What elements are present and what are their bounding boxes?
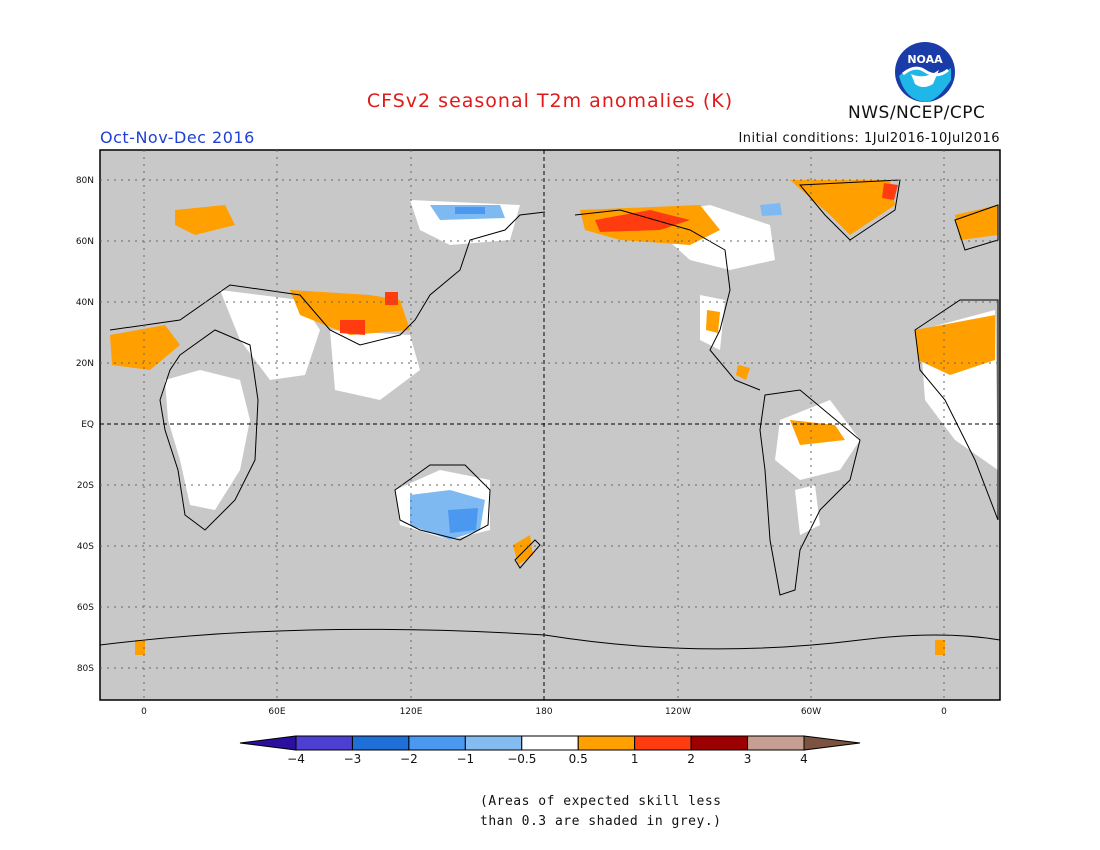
colorbar-cell — [747, 735, 805, 751]
lat-label: 60N — [76, 237, 94, 247]
colorbar-cell — [634, 735, 692, 751]
colorbar-cell — [295, 735, 353, 751]
lat-label: 20S — [77, 481, 94, 491]
lon-label: 60E — [268, 707, 285, 717]
colorbar-cell — [464, 735, 523, 751]
lon-label: 0 — [941, 707, 947, 717]
lat-label: 80S — [77, 664, 94, 674]
lat-label: 80N — [76, 176, 94, 186]
colorbar-label: 4 — [800, 752, 808, 766]
colorbar-label: −0.5 — [507, 752, 537, 766]
colorbar-cell — [239, 735, 297, 751]
longitude-labels: 0 60E 120E 180 120W 60W 0 — [141, 707, 947, 717]
colorbar-cell — [351, 735, 410, 751]
colorbar-cell — [408, 735, 466, 751]
graticule — [100, 150, 1000, 700]
noaa-logo: NOAA — [895, 42, 955, 102]
colorbar-label: 1 — [630, 752, 639, 766]
map-frame — [99, 149, 1001, 701]
lon-label: 180 — [535, 707, 552, 717]
colorbar-label: −4 — [287, 752, 305, 766]
colorbar-label: −2 — [400, 752, 418, 766]
latitude-labels: 80N 60N 40N 20N EQ 20S 40S 60S 80S — [76, 176, 94, 674]
colorbar-label: 3 — [743, 752, 752, 766]
gull-icon — [911, 70, 939, 87]
lat-label: 40N — [76, 298, 94, 308]
footnote-line: (Areas of expected skill less — [480, 794, 722, 809]
footnote-line: than 0.3 are shaded in grey.) — [480, 814, 722, 829]
skill-footnote: (Areas of expected skill less than 0.3 a… — [480, 792, 721, 832]
strong-cool-anomaly-areas — [448, 207, 485, 533]
colorbar-cell — [690, 735, 749, 751]
lon-label: 0 — [141, 707, 147, 717]
lon-label: 120W — [665, 707, 691, 717]
logo-text: NOAA — [907, 53, 943, 66]
colorbar-cell — [803, 735, 861, 751]
lat-label: EQ — [81, 420, 94, 430]
lon-label: 60W — [801, 707, 821, 717]
coastlines — [99, 179, 1001, 650]
colorbar-label: −1 — [456, 752, 475, 766]
colorbar-label: 2 — [687, 752, 695, 766]
lat-label: 60S — [77, 603, 94, 613]
colorbar-cell — [577, 735, 636, 751]
season-label: Oct-Nov-Dec 2016 — [100, 128, 255, 147]
lat-label: 40S — [77, 542, 94, 552]
colorbar-label: 0.5 — [568, 752, 588, 766]
colorbar-label: −3 — [343, 752, 362, 766]
organization-label: NWS/NCEP/CPC — [848, 103, 986, 123]
map-title: CFSv2 seasonal T2m anomalies (K) — [366, 90, 734, 112]
lon-label: 120E — [400, 707, 423, 717]
initial-conditions-label: Initial conditions: 1Jul2016-10Jul2016 — [738, 131, 1000, 146]
colorbar-cell — [521, 735, 579, 751]
strong-warm-anomaly-areas — [340, 183, 898, 335]
lat-label: 20N — [76, 359, 94, 369]
